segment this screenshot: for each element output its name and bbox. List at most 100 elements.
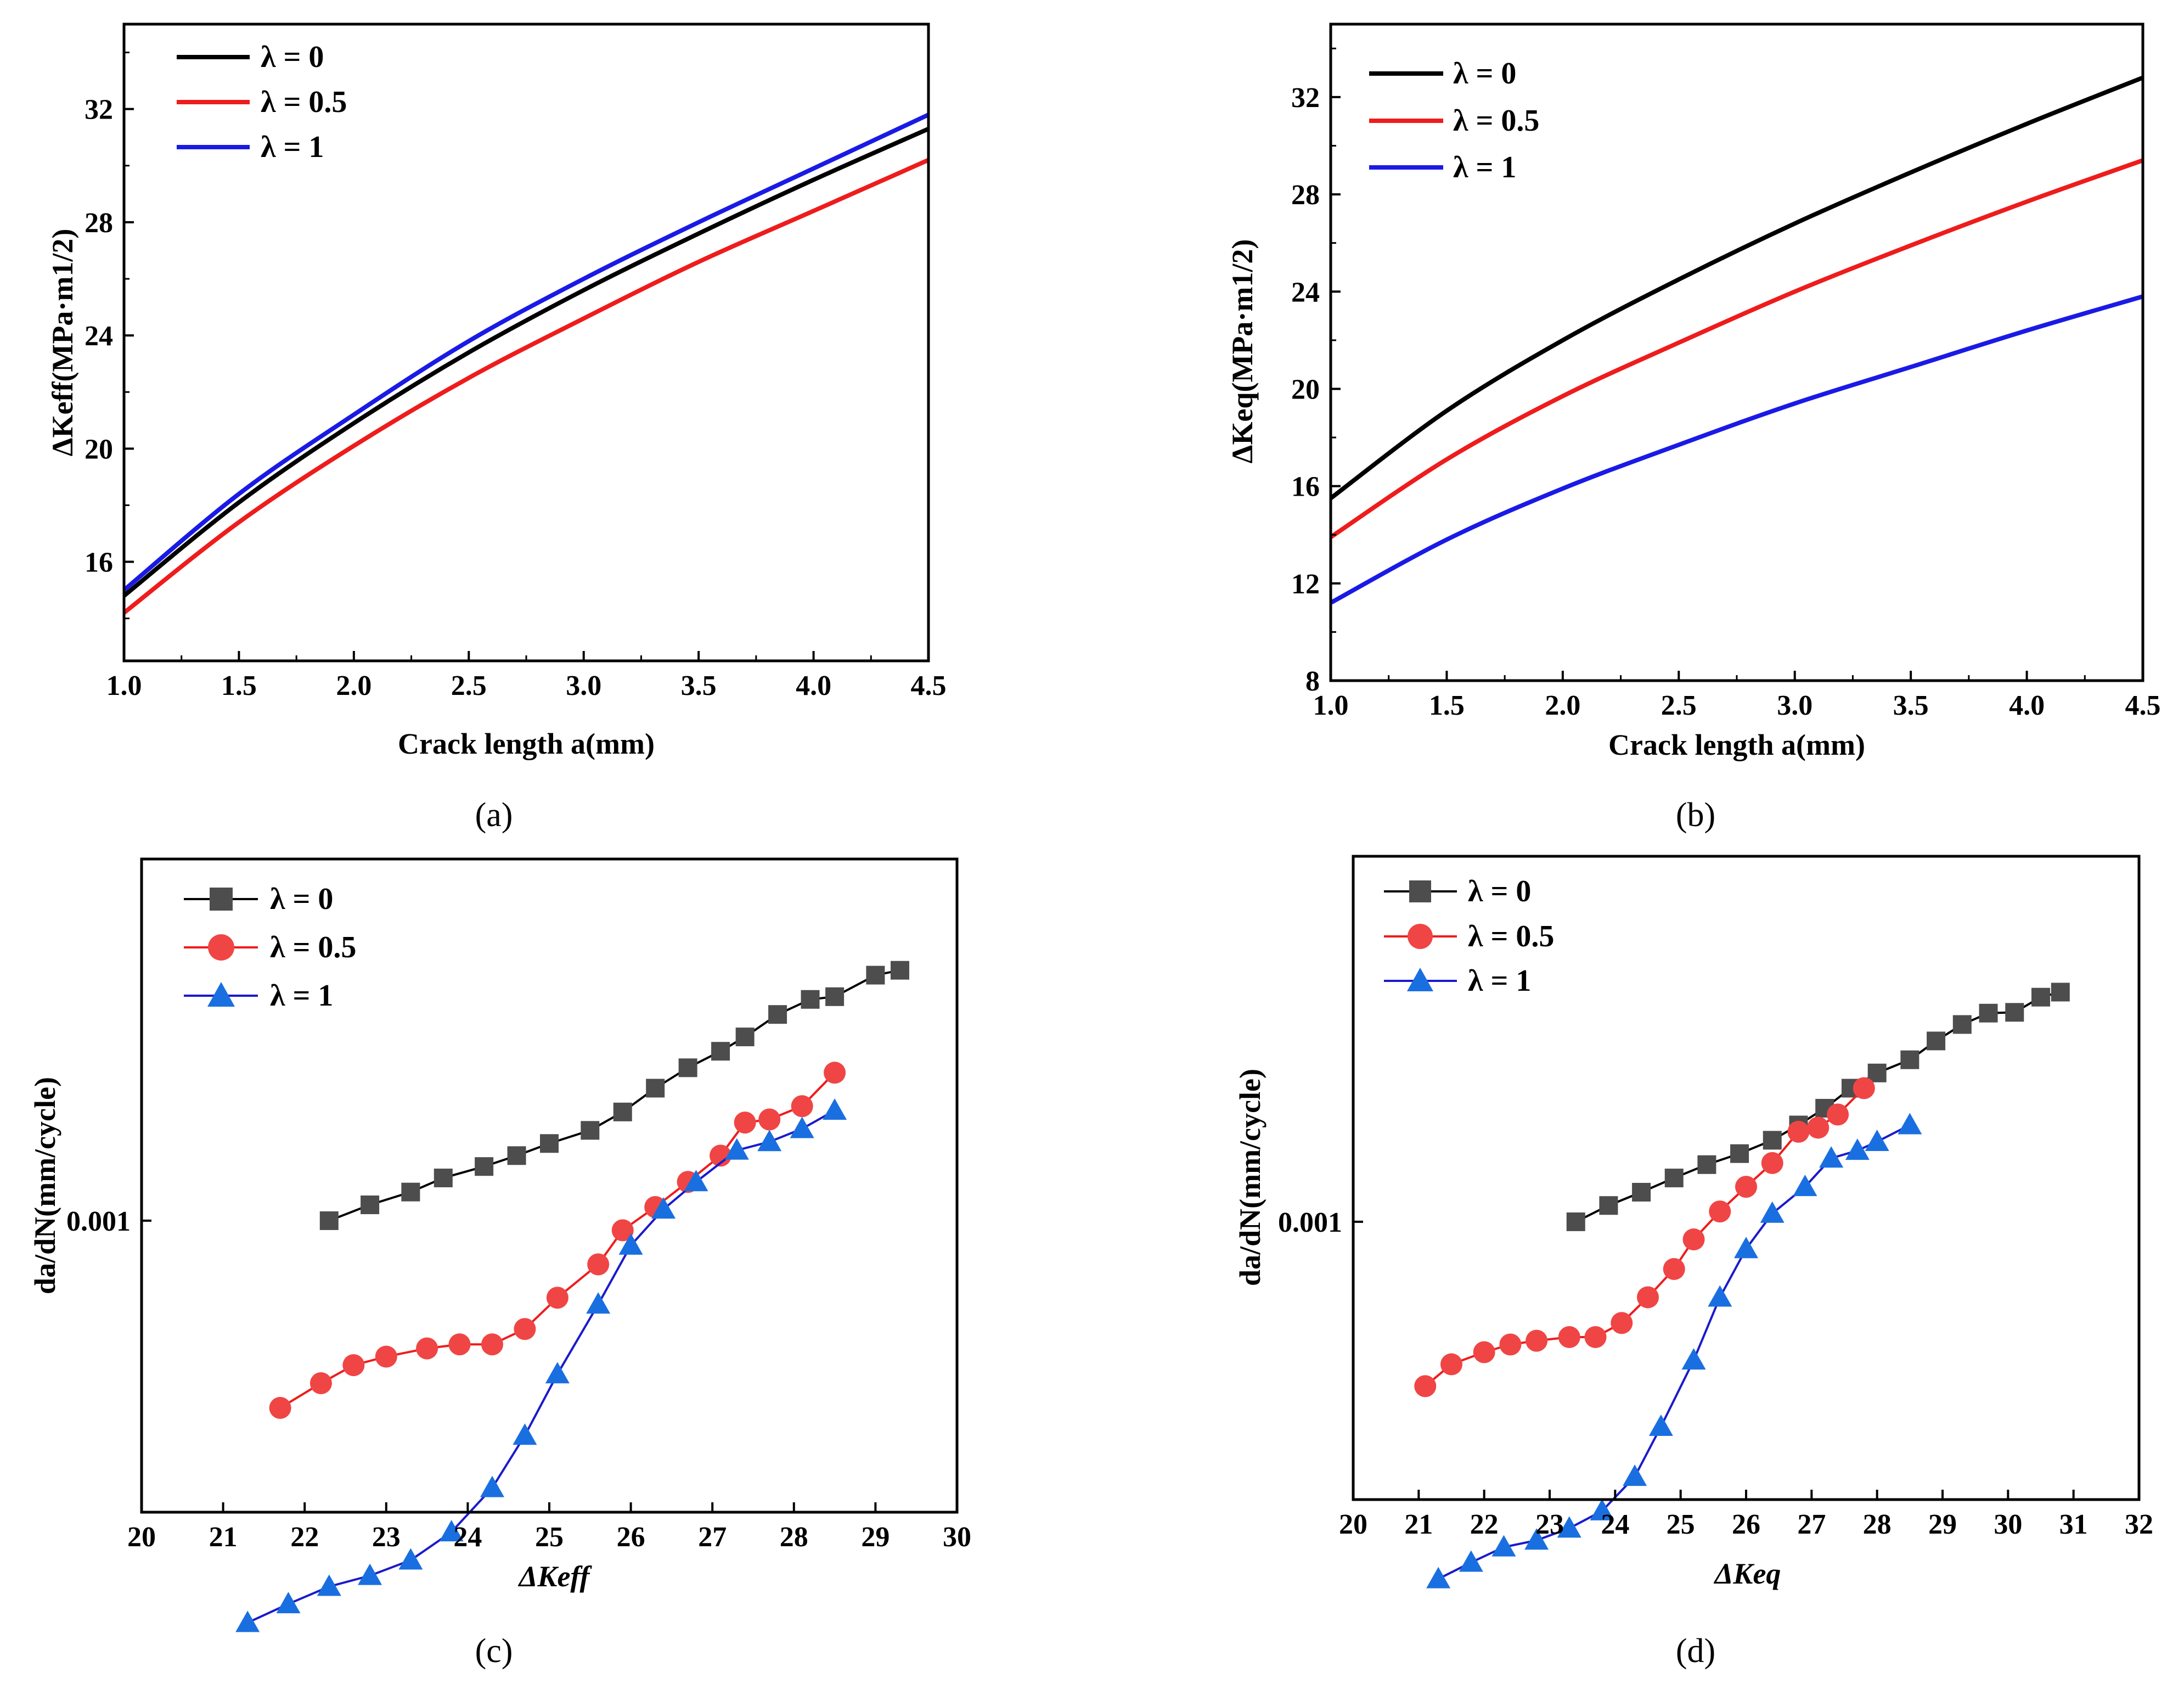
panel-a-series	[122, 113, 930, 615]
legend-b-label-1: λ = 0.5	[1453, 104, 1539, 138]
panel-d-caption: (d)	[1676, 1632, 1715, 1670]
legend-c-marker-2	[207, 982, 235, 1007]
panel-d-series	[1414, 983, 2070, 1588]
panel-a-xtick-label: 4.5	[911, 670, 947, 701]
panel-a-ytick-label: 20	[85, 434, 113, 465]
panel-c-series-0-point	[735, 1028, 755, 1047]
legend-a-label-2: λ = 1	[261, 130, 324, 164]
panel-d-ticks: 20 21 22 23 24 25 26 27 28 29 30 31 32 0.001	[1278, 1207, 2153, 1540]
panel-c-xlabel: ΔKeff	[518, 1560, 593, 1593]
panel-d-series-2-point	[1623, 1464, 1647, 1486]
panel-d-xtick-label: 21	[1404, 1509, 1433, 1540]
panel-c-series-2-point	[276, 1592, 301, 1614]
panel-d-series-2-point	[1898, 1113, 1922, 1135]
panel-c-series-1-point	[514, 1318, 536, 1340]
panel-d-series-1-point	[1709, 1200, 1731, 1223]
panel-b-xlabel: Crack length a(mm)	[1608, 728, 1865, 761]
panel-d-series-2-point	[1760, 1201, 1785, 1223]
legend-c-label-1: λ = 0.5	[270, 930, 356, 964]
panel-c-series-2-point	[790, 1116, 814, 1138]
panel-c-xtick-label: 27	[698, 1522, 727, 1553]
panel-d-legend: λ = 0 λ = 0.5 λ = 1	[1384, 874, 1554, 998]
panel-d-series-1-point	[1440, 1353, 1462, 1376]
panel-b-series-1-line	[1329, 158, 2144, 539]
panel-b-ytick-label: 12	[1291, 569, 1320, 600]
panel-c-series-2-point	[513, 1423, 537, 1445]
panel-d-series-0-point	[1979, 1003, 1998, 1023]
panel-a-xlabel: Crack length a(mm)	[398, 727, 655, 760]
panel-b-xtick-label: 2.0	[1545, 690, 1580, 721]
panel-c-series-0-point	[711, 1042, 730, 1061]
panel-b-ytick-label: 8	[1305, 666, 1320, 697]
legend-d-label-0: λ = 0	[1468, 874, 1531, 908]
panel-c-series-0-point	[507, 1146, 526, 1165]
legend-c-marker-1	[208, 934, 234, 961]
panel-c-series-1-point	[342, 1354, 365, 1377]
legend-d-label-1: λ = 0.5	[1468, 919, 1554, 953]
panel-c-series-0-point	[768, 1005, 787, 1024]
panel-c-series-2-point	[724, 1138, 749, 1160]
panel-d-xtick-label: 27	[1797, 1509, 1826, 1540]
panel-a-ytick-label: 24	[85, 321, 113, 352]
panel-c-series-1-point	[448, 1333, 471, 1356]
panel-a-series-2-line	[122, 113, 930, 592]
panel-c-series-2-point	[684, 1170, 708, 1192]
panel-c-xtick-label: 29	[861, 1522, 890, 1553]
panel-d-ylabel: da/dN(mm/cycle)	[1234, 1069, 1267, 1286]
panel-c-ticks: 20 21 22 23 24 25 26 27 28 29 30 0.001	[66, 1206, 971, 1553]
panel-b-xtick-label: 1.5	[1429, 690, 1465, 721]
panel-d-series-1-point	[1787, 1120, 1810, 1143]
panel-d-series-2-point	[1819, 1146, 1844, 1168]
panel-d-series-2-point	[1734, 1237, 1758, 1259]
panel-b-ticks: 1.0 1.5 2.0 2.5 3.0 3.5 4.0 4.5 8 12 16 20 24 28 32	[1291, 47, 2161, 721]
panel-d-series-2-point	[1590, 1498, 1614, 1520]
panel-c-series-2-point	[757, 1130, 782, 1152]
panel-d-xtick-label: 32	[2125, 1509, 2153, 1540]
panel-c-series-0-point	[361, 1195, 380, 1215]
panel-d-series-1-point	[1611, 1312, 1633, 1334]
panel-c-xtick-label: 28	[780, 1522, 808, 1553]
panel-d-series-2-point	[1557, 1516, 1581, 1538]
panel-d-series-2-point	[1865, 1129, 1889, 1151]
panel-a-ylabel: ΔKeff(MPa·m1/2)	[46, 229, 79, 457]
panel-c-xtick-label: 25	[535, 1522, 564, 1553]
panel-b-xtick-label: 4.0	[2009, 690, 2045, 721]
panel-b-xtick-label: 4.5	[2125, 690, 2161, 721]
panel-b-xtick-label: 3.5	[1893, 690, 1929, 721]
panel-d-series-1-point	[1761, 1152, 1783, 1174]
panel-c-series-2-point	[545, 1362, 570, 1384]
panel-b-ytick-label: 28	[1291, 179, 1320, 211]
panel-c-series-1-point	[758, 1108, 781, 1131]
panel-c-series-0-point	[540, 1134, 559, 1153]
panel-d-series-2-point	[1681, 1348, 1706, 1370]
legend-c-marker-0	[210, 888, 233, 911]
panel-c-series-0-point	[801, 990, 820, 1009]
panel-b: 1.0 1.5 2.0 2.5 3.0 3.5 4.0 4.5 8 12 16 20 24 28 32 Cr…	[1226, 23, 2161, 834]
panel-d-xtick-label: 26	[1732, 1509, 1760, 1540]
panel-d-series-1-point	[1807, 1116, 1830, 1139]
panel-c-series-1-point	[309, 1372, 332, 1394]
panel-d-series-2-point	[1708, 1285, 1732, 1307]
panel-d-xtick-label: 23	[1535, 1509, 1564, 1540]
panel-b-series-0-line	[1329, 75, 2144, 500]
panel-c-xtick-label: 26	[617, 1522, 645, 1553]
panel-c-frame	[140, 857, 959, 1514]
panel-d-xlabel: ΔKeq	[1714, 1557, 1781, 1590]
panel-c-series-0-point	[890, 961, 909, 980]
panel-d-xtick-label: 24	[1601, 1509, 1629, 1540]
legend-a-label-1: λ = 0.5	[261, 85, 347, 119]
panel-c-series-0-point	[613, 1102, 632, 1121]
panel-c-xtick-label: 22	[290, 1522, 319, 1553]
panel-c-series-0-point	[678, 1058, 697, 1077]
legend-d-marker-1	[1408, 924, 1433, 949]
panel-d-series-1-point	[1558, 1326, 1580, 1348]
panel-c-legend: λ = 0 λ = 0.5 λ = 1	[184, 882, 356, 1013]
panel-a-ytick-label: 32	[85, 94, 113, 126]
panel-c-series-1-point	[269, 1396, 291, 1419]
panel-c-series-0-point	[581, 1121, 600, 1140]
panel-a-caption: (a)	[475, 796, 513, 834]
panel-c-series-0-point	[475, 1157, 494, 1176]
panel-c-series-1-point	[734, 1112, 756, 1134]
panel-d-series-1-point	[1637, 1286, 1659, 1309]
panel-a-xtick-label: 1.5	[221, 670, 257, 701]
